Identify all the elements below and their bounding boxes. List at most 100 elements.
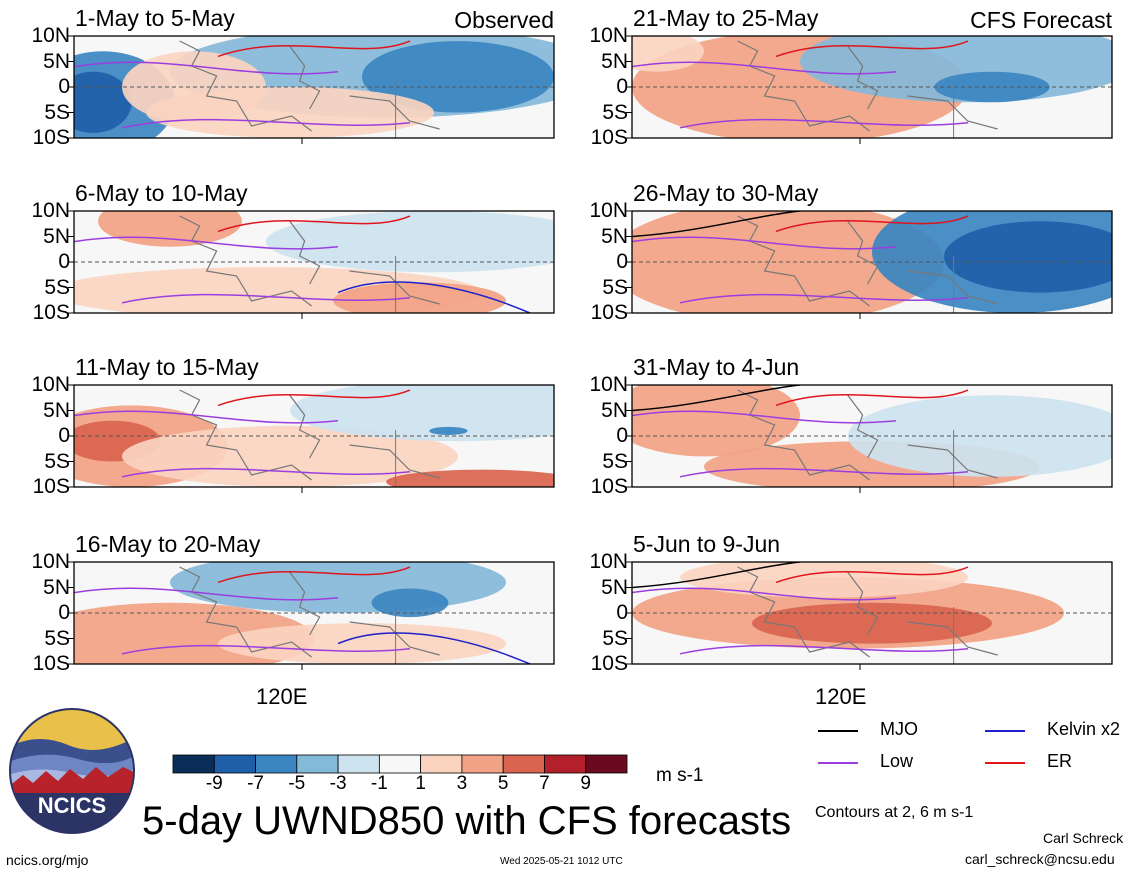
kelvin-contour [337,632,531,664]
colorbar-swatch [420,754,463,774]
y-tick-label: 5S [44,275,70,299]
wind-shading-2-4 [266,211,554,273]
panel-title-5: 21-May to 25-May [633,5,819,31]
y-tick-label: 10N [589,550,628,573]
er-contour [775,566,969,584]
contour-note: Contours at 2, 6 m s-1 [815,804,974,821]
colorbar-units: m s-1 [656,765,704,786]
low-contour [632,587,897,601]
y-tick-label: 5S [44,100,70,124]
ncics-logo: NCICS [9,708,135,834]
panel-title-3: 11-May to 15-May [75,354,259,380]
low-contour [74,410,339,424]
colorbar-swatch [544,754,587,774]
er-contour [217,566,411,584]
wind-shading-4-2 [170,562,506,613]
logo-text: NCICS [38,793,106,818]
er-contour [217,40,411,58]
y-tick-label: 10S [32,301,70,324]
colorbar-swatch [337,754,380,774]
colorbar-swatch [502,754,545,774]
colorbar-swatch [378,754,422,774]
low-contour [121,118,411,129]
x-tick-label-left: 120E [256,684,308,709]
y-tick-label: 5N [601,49,628,73]
colorbar-label: -5 [288,773,306,794]
y-tick-label: 10N [589,373,628,396]
colorbar [172,754,628,774]
y-tick-label: 10N [31,373,70,396]
panel-8 [632,562,1112,664]
y-tick-label: 5S [602,100,628,124]
low-contour [74,61,339,75]
y-tick-label: 10N [589,24,628,47]
y-tick-label: 0 [58,75,70,98]
wind-shading-6-3 [944,221,1112,293]
panel-title-8: 5-Jun to 9-Jun [633,531,781,557]
colorbar-swatch [585,754,628,774]
wind-shading-4-4 [218,623,506,664]
y-tick-label: 0 [616,250,628,273]
low-contour [632,236,897,250]
y-tick-label: 10S [590,301,628,324]
colorbar-label: -9 [205,773,223,794]
legend-label-2: Kelvin x2 [1047,719,1121,739]
panel-title-4: 16-May to 20-May [75,531,261,557]
er-contour [775,40,969,58]
y-tick-label: 5S [602,626,628,650]
low-contour [679,118,969,129]
low-contour [679,293,969,304]
legend-line-1 [818,730,858,732]
y-tick-label: 5N [601,224,628,248]
colorbar-label: 9 [580,773,591,794]
mjo-contour [632,211,801,238]
y-tick-label: 10S [32,652,70,675]
panel-title-6: 26-May to 30-May [633,180,819,206]
legend-line-3 [818,762,858,764]
coastline [737,215,998,307]
legend-label-3: Low [880,751,914,771]
er-contour [217,215,411,233]
panel-title-2: 6-May to 10-May [75,180,248,206]
mjo-contour [632,562,801,589]
y-tick-label: 5S [602,449,628,473]
y-tick-label: 5S [44,449,70,473]
wind-shading-3-4 [386,469,554,487]
y-tick-label: 5N [43,575,70,599]
panel-4 [74,562,554,664]
panel-7 [632,385,1112,487]
low-contour [632,410,897,424]
legend-label-1: MJO [880,719,918,739]
panel-title-1: 1-May to 5-May [75,5,235,31]
wind-shading-7-1 [632,385,800,457]
legend-line-2 [985,730,1025,732]
kelvin-contour [337,281,531,313]
low-contour [679,467,969,478]
coastline [737,389,998,481]
wind-shading-1-2 [362,41,554,113]
y-tick-label: 10S [590,475,628,498]
low-contour [121,644,411,655]
er-contour [775,215,969,233]
y-tick-label: 5N [43,49,70,73]
legend-label-4: ER [1047,751,1073,771]
y-tick-label: 5S [602,275,628,299]
colorbar-label: -7 [247,773,264,794]
y-tick-label: 10N [589,199,628,222]
footer-email: carl_schreck@ncsu.edu [965,851,1115,867]
wind-shading-1-6 [146,87,434,138]
colorbar-swatch [213,754,256,774]
colorbar-swatch [255,754,298,774]
y-tick-label: 0 [616,424,628,447]
colorbar-label: 1 [415,773,426,794]
panel-5 [632,36,1112,138]
coastline [179,566,440,658]
wind-shading-8-2 [680,562,968,598]
panel-2 [74,211,554,313]
y-tick-label: 10N [31,550,70,573]
chart-title: 5-day UWND850 with CFS forecasts [142,799,792,843]
y-tick-label: 5N [601,575,628,599]
y-tick-label: 10N [31,24,70,47]
coastline [737,566,998,658]
